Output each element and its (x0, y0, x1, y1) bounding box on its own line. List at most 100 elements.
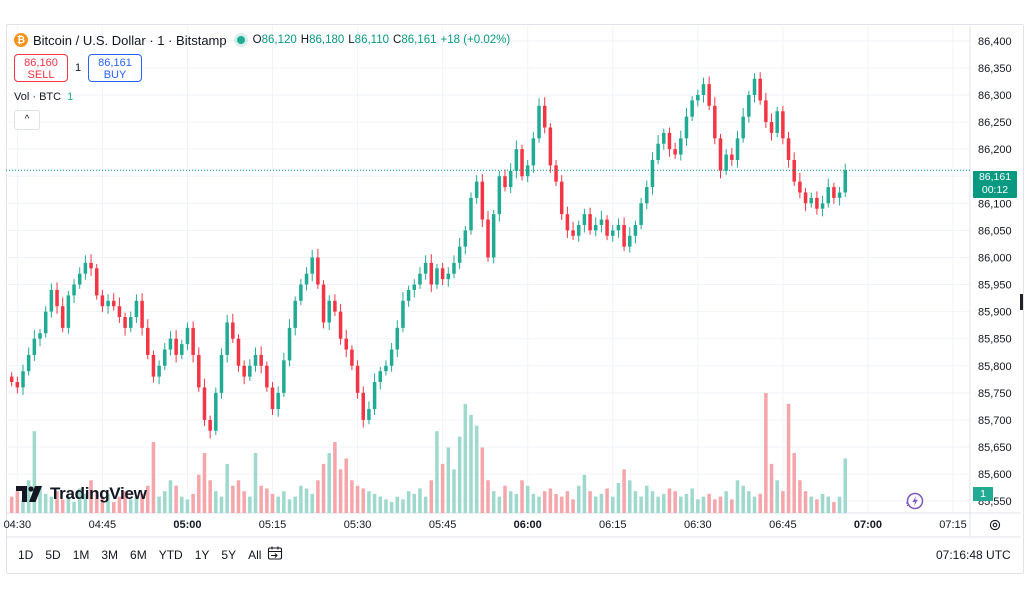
timeframe-1m[interactable]: 1M (72, 548, 90, 562)
y-tick-label: 86,250 (978, 117, 1012, 129)
volume-bar (679, 496, 683, 513)
current-volume-label: 1 (973, 487, 993, 501)
candle-body (225, 322, 229, 355)
volume-bar (282, 491, 286, 513)
tradingview-logo[interactable]: TradingView (16, 484, 147, 504)
y-tick-label: 85,850 (978, 334, 1012, 346)
x-tick-label: 07:15 (939, 519, 967, 531)
volume-bar (593, 496, 598, 513)
volume-bar (338, 469, 343, 513)
volume-bar (367, 491, 371, 513)
volume-bar (633, 491, 638, 513)
candle-body (123, 317, 127, 328)
volume-bar (208, 480, 212, 513)
high-value: 86,180 (309, 34, 345, 46)
volume-bar (202, 453, 207, 513)
candle-body (304, 273, 309, 285)
volume-bar (94, 491, 99, 513)
y-tick-label: 85,750 (978, 388, 1012, 400)
volume-bar (310, 493, 314, 513)
candle-body (378, 371, 383, 383)
candle-body (185, 327, 190, 345)
candle-body (15, 382, 20, 388)
volume-bar (571, 499, 575, 513)
ohlc-legend: O86,120 H86,180 L86,110 C86,161 +18 (+0.… (253, 34, 511, 46)
volume-bar (542, 491, 547, 513)
volume-bar (106, 493, 110, 513)
candle-body (265, 365, 269, 388)
volume-bar (684, 493, 689, 513)
x-tick-label: 06:45 (769, 519, 797, 531)
candle-body (480, 181, 485, 220)
y-tick-label: 85,800 (978, 361, 1012, 373)
candle-body (38, 333, 42, 339)
candle-body (491, 214, 496, 258)
volume-bar (616, 483, 621, 513)
timeframe-1d[interactable]: 1D (18, 548, 34, 562)
candle-body (94, 268, 99, 296)
collapse-legend-button[interactable]: ^ (14, 110, 40, 130)
volume-bar (832, 502, 836, 513)
candle-body (406, 289, 411, 301)
timeframe-ytd[interactable]: YTD (158, 548, 183, 562)
candle-body (599, 219, 604, 225)
utc-clock[interactable]: 07:16:48 UTC (936, 548, 1011, 562)
volume-bar (214, 491, 218, 513)
candle-body (730, 154, 734, 160)
gear-icon[interactable] (989, 519, 1001, 531)
volume-bar (15, 491, 20, 513)
volume-bar (798, 480, 802, 513)
candle-body (707, 84, 711, 106)
volume-bar (786, 403, 791, 513)
volume-bar (576, 485, 581, 513)
candle-body (764, 100, 768, 123)
volume-bar (355, 485, 360, 513)
candle-body (367, 409, 371, 420)
volume-bar (497, 496, 502, 513)
candle-body (344, 338, 348, 350)
volume-legend[interactable]: Vol · BTC 1 (14, 91, 73, 103)
y-tick-label: 85,700 (978, 415, 1012, 427)
chart-frame (6, 24, 1024, 574)
volume-bar (525, 485, 530, 513)
y-tick-label: 86,350 (978, 63, 1012, 75)
candle-body (576, 224, 581, 236)
buy-button[interactable]: 86,161 BUY (88, 54, 142, 82)
volume-bar (656, 496, 660, 513)
candle-body (525, 165, 530, 177)
volume-bar (180, 496, 184, 513)
volume-bar (645, 485, 649, 513)
volume-bar (605, 488, 609, 513)
candle-body (713, 105, 717, 139)
volume-bar (231, 485, 235, 513)
volume-bar (225, 463, 229, 513)
candle-body (338, 311, 343, 339)
timeframe-6m[interactable]: 6M (130, 548, 147, 562)
candle-body (270, 387, 275, 410)
timeframe-5y[interactable]: 5Y (221, 548, 237, 562)
y-tick-label: 86,400 (978, 36, 1012, 48)
candle-body (32, 338, 37, 355)
timeframe-all[interactable]: All (248, 548, 262, 562)
sell-button[interactable]: 86,160 SELL (14, 54, 68, 82)
timeframe-1y[interactable]: 1Y (194, 548, 210, 562)
candle-body (100, 295, 105, 307)
timeframe-5d[interactable]: 5D (45, 548, 61, 562)
candle-body (628, 235, 632, 247)
calendar-goto-icon[interactable] (267, 545, 283, 561)
candle-body (786, 138, 791, 160)
symbol-title[interactable]: Bitcoin / U.S. Dollar · 1 · Bitstamp (33, 32, 227, 48)
volume-bar (77, 488, 82, 513)
candle-body (208, 419, 212, 431)
timeframe-3m[interactable]: 3M (101, 548, 119, 562)
volume-bar (826, 496, 830, 513)
x-tick-label: 05:15 (259, 519, 287, 531)
volume-bar (49, 496, 54, 513)
lightning-icon[interactable] (904, 491, 924, 511)
volume-bar (242, 491, 246, 513)
candle-body (197, 354, 201, 388)
tradingview-logo-text: TradingView (50, 484, 147, 503)
y-tick-label: 85,950 (978, 280, 1012, 292)
candle-body (355, 365, 360, 393)
